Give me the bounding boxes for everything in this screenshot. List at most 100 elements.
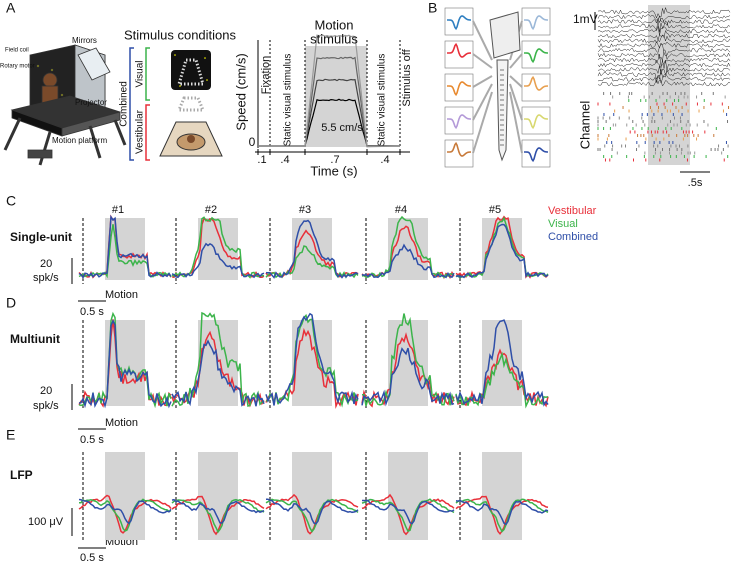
- rig-drawing: [3, 44, 127, 166]
- lfp-trace: [597, 29, 731, 43]
- panel-label: E: [6, 427, 15, 443]
- probe-link: [509, 75, 523, 88]
- probe-link: [472, 83, 493, 121]
- motion-window: [482, 452, 522, 540]
- response-trace: [455, 499, 549, 526]
- lfp-trace: [597, 59, 731, 70]
- waveform-box: [444, 139, 474, 168]
- condition-label: Vestibular: [135, 109, 146, 154]
- response-trace: [361, 498, 455, 533]
- phase-label: Fixation: [260, 56, 272, 95]
- unit-label: #4: [395, 204, 407, 216]
- response-trace: [78, 214, 172, 279]
- probe-body: [489, 11, 521, 59]
- response-trace: [171, 339, 265, 407]
- phase-label: Static visual stimulus: [377, 54, 388, 147]
- waveform: [523, 75, 549, 91]
- panel-label: D: [6, 295, 16, 311]
- scale-label: 20: [40, 385, 52, 397]
- vestibular-stimulus-icon: [159, 96, 223, 157]
- speed-plot: [255, 34, 410, 155]
- legend-entry: Vestibular: [548, 205, 597, 217]
- lfp-trace: [597, 54, 731, 66]
- scale-label: .5s: [688, 177, 703, 189]
- lfp-trace: [597, 20, 731, 33]
- motion-window: [482, 320, 522, 406]
- probe-link: [509, 53, 523, 69]
- y-axis-label: Speed (cm/s): [233, 53, 248, 130]
- probe-link: [472, 91, 493, 154]
- condition-brackets: [129, 47, 150, 161]
- visual-stimulus-icon: [171, 50, 211, 90]
- response-trace: [361, 347, 455, 407]
- phase-label: Stimulus off: [401, 48, 413, 106]
- probe-link: [509, 83, 523, 121]
- lfp-trace: [597, 40, 731, 49]
- scale-label: 0.5 s: [80, 306, 104, 318]
- probe-link: [509, 91, 523, 154]
- scale-label: spk/s: [33, 400, 59, 412]
- legend-entry: Combined: [548, 231, 598, 243]
- scale-label: 0.5 s: [80, 434, 104, 446]
- duration-label: .1: [257, 154, 266, 166]
- waveform: [524, 147, 549, 163]
- scale-label: spk/s: [33, 272, 59, 284]
- response-trace: [362, 499, 455, 525]
- panel-label: A: [6, 0, 16, 16]
- condition-label: Combined: [119, 81, 130, 127]
- motion-window: [198, 452, 238, 540]
- unit-label: #3: [299, 204, 311, 216]
- lfp-trace: [597, 65, 731, 76]
- lfp-trace: [597, 79, 731, 87]
- lfp-trace: [597, 17, 731, 26]
- motion-window: [388, 452, 428, 540]
- speed-trace: [259, 56, 401, 148]
- response-trace: [79, 498, 172, 532]
- waveform: [446, 15, 472, 31]
- row-title: LFP: [10, 468, 33, 482]
- response-trace: [265, 219, 359, 279]
- scale-label: 0.5 s: [80, 552, 104, 564]
- response-trace: [455, 216, 549, 279]
- probe-link: [472, 53, 493, 69]
- response-trace: [455, 319, 549, 407]
- speed-trace: [259, 78, 401, 147]
- lfp-trace: [597, 34, 731, 44]
- phase-label: Static visual stimulus: [283, 54, 294, 147]
- legend-entry: Visual: [548, 218, 578, 230]
- motion-window: [292, 452, 332, 540]
- panel-label: C: [6, 193, 16, 209]
- waveform: [523, 48, 549, 64]
- lfp-trace: [597, 44, 731, 57]
- speed-trace: [259, 98, 401, 147]
- waveform: [524, 114, 549, 130]
- lfp-trace: [597, 14, 731, 23]
- rig-label: Motion platform: [52, 136, 107, 145]
- lfp-trace: [597, 73, 731, 84]
- response-trace: [265, 312, 359, 406]
- response-trace: [265, 498, 359, 533]
- x-axis-label: Time (s): [310, 163, 357, 178]
- rig-label: Mirrors: [72, 36, 97, 45]
- lfp-trace: [597, 26, 731, 36]
- rig-label: Projector: [75, 98, 107, 107]
- duration-label: .4: [380, 154, 389, 166]
- probe-link: [472, 75, 493, 88]
- unit-label: #5: [489, 204, 501, 216]
- speed-trace: [259, 34, 401, 147]
- motion-window: [388, 320, 428, 406]
- rig-label: Field coil: [5, 48, 29, 54]
- motion-window: [305, 46, 367, 147]
- duration-label: .7: [330, 154, 339, 166]
- event-label: Motion: [105, 289, 138, 301]
- row-title: Multiunit: [10, 332, 60, 346]
- response-trace: [171, 498, 265, 534]
- plot-title: Motion: [314, 17, 353, 32]
- response-trace: [455, 498, 549, 533]
- row-title: Single-unit: [10, 230, 72, 244]
- waveform: [447, 141, 472, 157]
- waveform-box: [521, 106, 551, 135]
- rig-label: Rotary motor: [0, 64, 35, 70]
